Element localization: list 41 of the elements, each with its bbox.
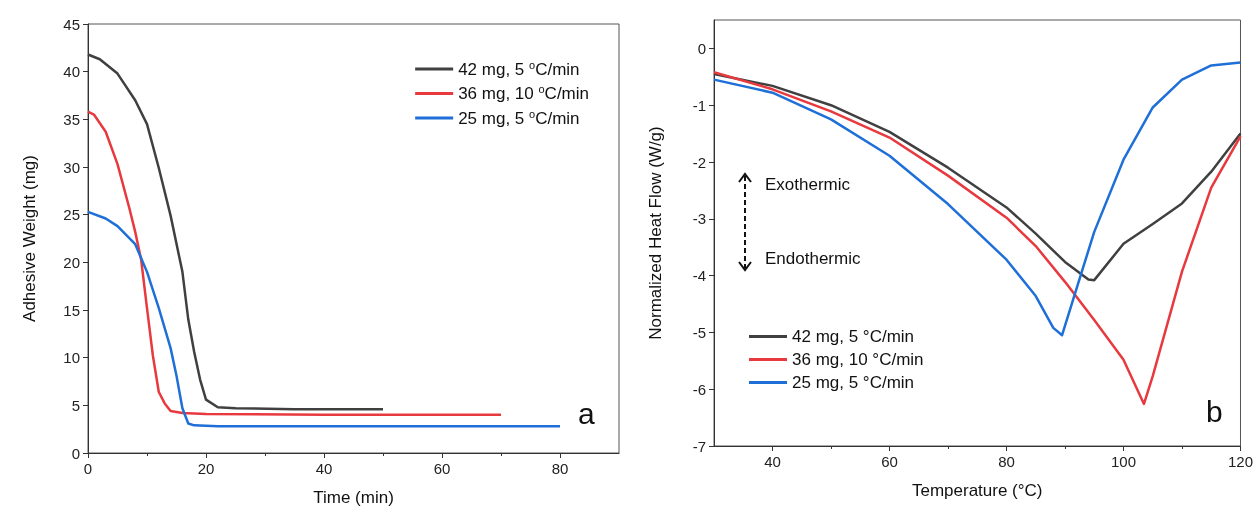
legend-label: 25 mg, 5 °C/min: [792, 373, 915, 392]
y-axis-title: Adhesive Weight (mg): [20, 155, 39, 322]
x-tick-label: 60: [881, 453, 898, 470]
y-tick-label: 10: [63, 349, 80, 367]
x-tick-label: 80: [551, 460, 569, 477]
y-tick-label: 30: [63, 158, 80, 176]
line-series: [86, 210, 562, 428]
x-tick-label: 60: [433, 460, 451, 477]
y-tick-label: 0: [697, 39, 706, 57]
y-tick-label: -1: [692, 96, 706, 114]
x-tick-label: 0: [83, 460, 93, 477]
x-axis-title: Time (min): [313, 488, 394, 507]
x-tick-label: 40: [764, 453, 781, 470]
y-tick-label: -5: [692, 323, 706, 341]
line-series: [86, 53, 385, 411]
y-tick-label: -3: [692, 210, 706, 228]
annotation: a: [578, 396, 595, 430]
legend-label: 42 mg, 5 °C/min: [792, 327, 915, 346]
line-series: [712, 72, 1242, 282]
x-tick-label: 40: [315, 460, 333, 477]
x-tick-label: 20: [197, 460, 215, 477]
y-tick-label: -7: [692, 437, 706, 455]
x-axis-title: Temperature (°C): [911, 481, 1043, 500]
x-tick-label: 80: [998, 453, 1015, 470]
y-tick-label: 35: [63, 110, 80, 128]
y-tick-label: 25: [63, 206, 80, 224]
y-tick-label: 45: [63, 15, 80, 33]
y-tick-label: 20: [63, 253, 80, 271]
annotation: Endothermic: [765, 249, 861, 268]
x-tick-label: 100: [1110, 453, 1137, 470]
y-tick-label: -2: [692, 153, 706, 171]
annotation: b: [1206, 394, 1223, 428]
annotation: Exothermic: [765, 175, 851, 194]
x-tick-label: 120: [1227, 453, 1253, 470]
y-tick-label: 15: [63, 301, 80, 319]
legend-label: 36 mg, 10 °C/min: [792, 350, 924, 369]
y-axis-title: Normalized Heat Flow (W/g): [646, 126, 665, 340]
y-tick-label: 40: [63, 63, 80, 81]
y-tick-label: 5: [71, 396, 80, 414]
y-tick-label: -6: [692, 380, 706, 398]
y-tick-label: -4: [692, 267, 706, 285]
